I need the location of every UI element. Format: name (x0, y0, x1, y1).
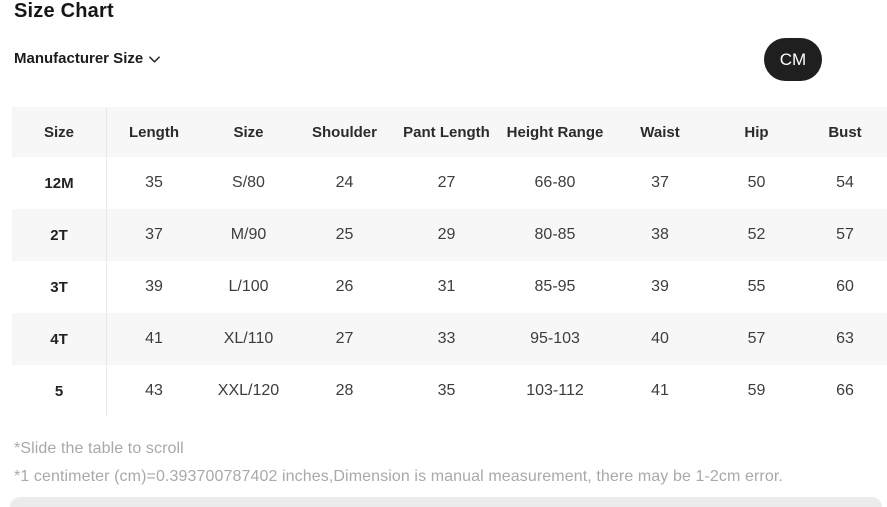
table-cell: 95-103 (530, 330, 580, 347)
table-cell: 63 (836, 330, 854, 347)
conversion-note: *1 centimeter (cm)=0.393700787402 inches… (14, 468, 783, 485)
table-row: 2T 37 M/90 25 29 80-85 38 52 57 (12, 209, 887, 261)
row-size-label: 4T (12, 313, 107, 365)
table-cell: 55 (747, 278, 766, 295)
table-cell: 33 (437, 330, 456, 347)
table-cell: XXL/120 (217, 382, 280, 399)
manufacturer-size-label: Manufacturer Size (14, 50, 144, 67)
table-cell: 54 (836, 174, 854, 191)
table-cell: 103-112 (526, 382, 584, 399)
header-cell: Hip (744, 123, 769, 141)
scroll-hint-note: *Slide the table to scroll (14, 440, 184, 457)
table-cell: L/100 (228, 278, 269, 295)
row-size-label: 5 (12, 365, 107, 417)
header-cell: Waist (640, 123, 680, 141)
table-cell: 57 (836, 226, 854, 243)
table-cell: S/80 (232, 174, 265, 191)
table-cell: 37 (651, 174, 669, 191)
manufacturer-size-selector[interactable]: Manufacturer Size (14, 50, 161, 67)
row-size-label: 2T (12, 209, 107, 261)
row-size-label: 12M (12, 157, 107, 209)
table-cell: 41 (651, 382, 669, 399)
page-title: Size Chart (14, 0, 114, 22)
size-table-scroll-area[interactable]: Size Length Size Shoulder Pant Length Height … (12, 107, 887, 417)
table-cell: 43 (145, 382, 163, 399)
table-cell: 52 (747, 226, 766, 243)
table-cell: 35 (145, 174, 163, 191)
header-cell: Height Range (506, 123, 604, 141)
table-row: 5 43 XXL/120 28 35 103-112 41 59 66 (12, 365, 887, 417)
table-cell: 29 (437, 226, 456, 243)
table-cell: 60 (836, 278, 854, 295)
table-cell: M/90 (230, 226, 267, 243)
table-cell: 66-80 (534, 174, 576, 191)
table-cell: 59 (747, 382, 766, 399)
unit-toggle-button[interactable]: CM (764, 38, 822, 81)
table-cell: 27 (437, 174, 456, 191)
table-cell: 25 (335, 226, 354, 243)
table-row: 12M 35 S/80 24 27 66-80 37 50 54 (12, 157, 887, 209)
header-cell: Shoulder (311, 123, 377, 141)
row-size-label: 3T (12, 261, 107, 313)
table-row: 4T 41 XL/110 27 33 95-103 40 57 63 (12, 313, 887, 365)
chevron-down-icon (149, 56, 161, 63)
table-cell: 26 (335, 278, 354, 295)
header-cell: Bust (828, 123, 862, 141)
table-cell: 35 (437, 382, 456, 399)
table-cell: 39 (145, 278, 163, 295)
header-cell: Size (12, 107, 107, 157)
table-cell: 27 (335, 330, 354, 347)
table-cell: 31 (437, 278, 456, 295)
table-cell: 50 (747, 174, 766, 191)
table-cell: 66 (836, 382, 854, 399)
table-cell: 37 (145, 226, 163, 243)
table-cell: 41 (145, 330, 163, 347)
table-cell: 38 (651, 226, 669, 243)
table-cell: 28 (335, 382, 354, 399)
header-cell: Pant Length (403, 123, 490, 141)
table-cell: 80-85 (534, 226, 576, 243)
table-cell: 40 (651, 330, 669, 347)
next-section-divider (10, 497, 882, 507)
table-cell: 39 (651, 278, 669, 295)
header-cell: Length (129, 123, 179, 141)
header-cell: Size (233, 123, 264, 141)
table-row: 3T 39 L/100 26 31 85-95 39 55 60 (12, 261, 887, 313)
table-cell: 24 (335, 174, 354, 191)
size-table: Size Length Size Shoulder Pant Length Height … (12, 107, 887, 417)
table-cell: XL/110 (223, 330, 274, 347)
table-header-row: Size Length Size Shoulder Pant Length Height … (12, 107, 887, 157)
table-cell: 57 (747, 330, 766, 347)
table-cell: 85-95 (534, 278, 576, 295)
